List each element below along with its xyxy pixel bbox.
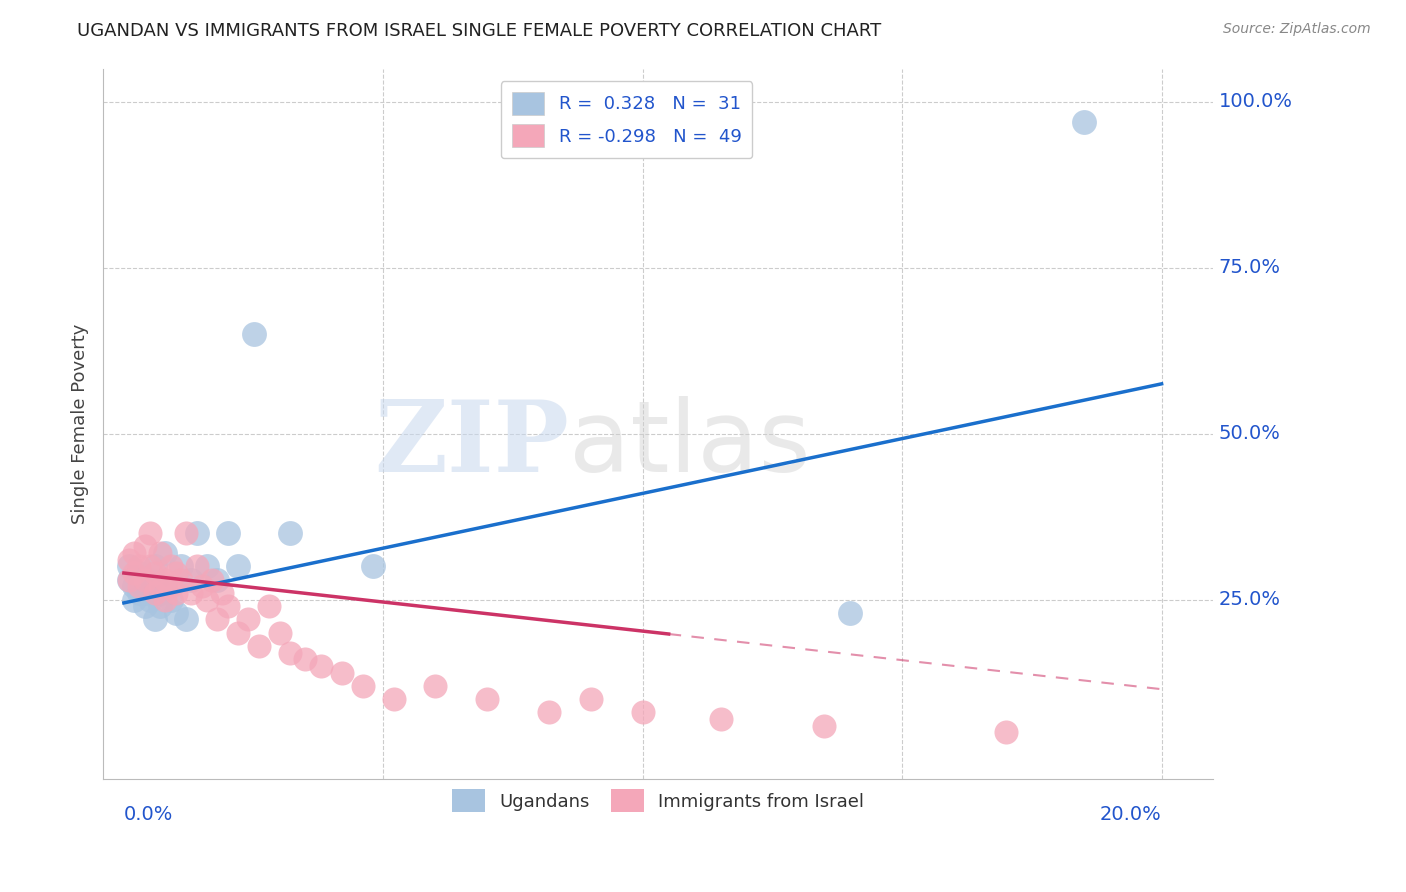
- Text: 20.0%: 20.0%: [1099, 805, 1161, 824]
- Point: [238, 612, 260, 626]
- Point: [149, 599, 172, 614]
- Point: [217, 599, 239, 614]
- Point: [180, 586, 202, 600]
- Point: [118, 559, 141, 574]
- Point: [174, 526, 197, 541]
- Point: [186, 526, 208, 541]
- Point: [139, 559, 162, 574]
- Point: [159, 592, 181, 607]
- Point: [195, 559, 218, 574]
- Legend: Ugandans, Immigrants from Israel: Ugandans, Immigrants from Israel: [446, 782, 872, 820]
- Point: [134, 540, 156, 554]
- Point: [475, 692, 498, 706]
- Y-axis label: Single Female Poverty: Single Female Poverty: [72, 324, 89, 524]
- Point: [269, 625, 291, 640]
- Point: [128, 559, 150, 574]
- Point: [207, 573, 229, 587]
- Point: [813, 719, 835, 733]
- Point: [174, 612, 197, 626]
- Point: [122, 566, 145, 580]
- Point: [139, 592, 162, 607]
- Point: [134, 573, 156, 587]
- Point: [538, 706, 561, 720]
- Point: [118, 573, 141, 587]
- Point: [155, 592, 177, 607]
- Point: [143, 586, 166, 600]
- Point: [425, 679, 447, 693]
- Point: [242, 326, 264, 341]
- Point: [149, 579, 172, 593]
- Point: [149, 586, 172, 600]
- Point: [165, 566, 187, 580]
- Point: [1073, 114, 1095, 128]
- Point: [139, 526, 162, 541]
- Text: atlas: atlas: [569, 396, 811, 493]
- Point: [170, 573, 193, 587]
- Point: [247, 639, 270, 653]
- Text: UGANDAN VS IMMIGRANTS FROM ISRAEL SINGLE FEMALE POVERTY CORRELATION CHART: UGANDAN VS IMMIGRANTS FROM ISRAEL SINGLE…: [77, 22, 882, 40]
- Point: [294, 652, 316, 666]
- Text: 25.0%: 25.0%: [1219, 591, 1281, 609]
- Point: [159, 579, 181, 593]
- Point: [155, 579, 177, 593]
- Point: [180, 573, 202, 587]
- Point: [709, 712, 731, 726]
- Point: [352, 679, 374, 693]
- Text: ZIP: ZIP: [374, 396, 569, 493]
- Point: [278, 526, 301, 541]
- Point: [128, 586, 150, 600]
- Point: [211, 586, 233, 600]
- Point: [195, 592, 218, 607]
- Text: 50.0%: 50.0%: [1219, 424, 1281, 443]
- Point: [201, 573, 224, 587]
- Point: [226, 625, 249, 640]
- Point: [165, 586, 187, 600]
- Point: [122, 592, 145, 607]
- Point: [994, 725, 1017, 739]
- Point: [382, 692, 405, 706]
- Point: [143, 566, 166, 580]
- Point: [155, 546, 177, 560]
- Point: [190, 579, 212, 593]
- Point: [159, 559, 181, 574]
- Point: [226, 559, 249, 574]
- Point: [134, 586, 156, 600]
- Point: [361, 559, 384, 574]
- Point: [839, 606, 862, 620]
- Text: 100.0%: 100.0%: [1219, 92, 1292, 112]
- Point: [186, 559, 208, 574]
- Point: [122, 546, 145, 560]
- Point: [257, 599, 280, 614]
- Point: [149, 546, 172, 560]
- Point: [139, 573, 162, 587]
- Point: [631, 706, 654, 720]
- Point: [309, 659, 332, 673]
- Point: [579, 692, 602, 706]
- Text: 75.0%: 75.0%: [1219, 258, 1281, 277]
- Point: [122, 579, 145, 593]
- Point: [118, 573, 141, 587]
- Point: [143, 612, 166, 626]
- Point: [207, 612, 229, 626]
- Point: [278, 646, 301, 660]
- Point: [330, 665, 353, 680]
- Point: [134, 599, 156, 614]
- Point: [170, 559, 193, 574]
- Point: [165, 606, 187, 620]
- Point: [217, 526, 239, 541]
- Point: [128, 579, 150, 593]
- Point: [118, 553, 141, 567]
- Text: 0.0%: 0.0%: [124, 805, 173, 824]
- Point: [155, 573, 177, 587]
- Text: Source: ZipAtlas.com: Source: ZipAtlas.com: [1223, 22, 1371, 37]
- Point: [143, 559, 166, 574]
- Point: [128, 566, 150, 580]
